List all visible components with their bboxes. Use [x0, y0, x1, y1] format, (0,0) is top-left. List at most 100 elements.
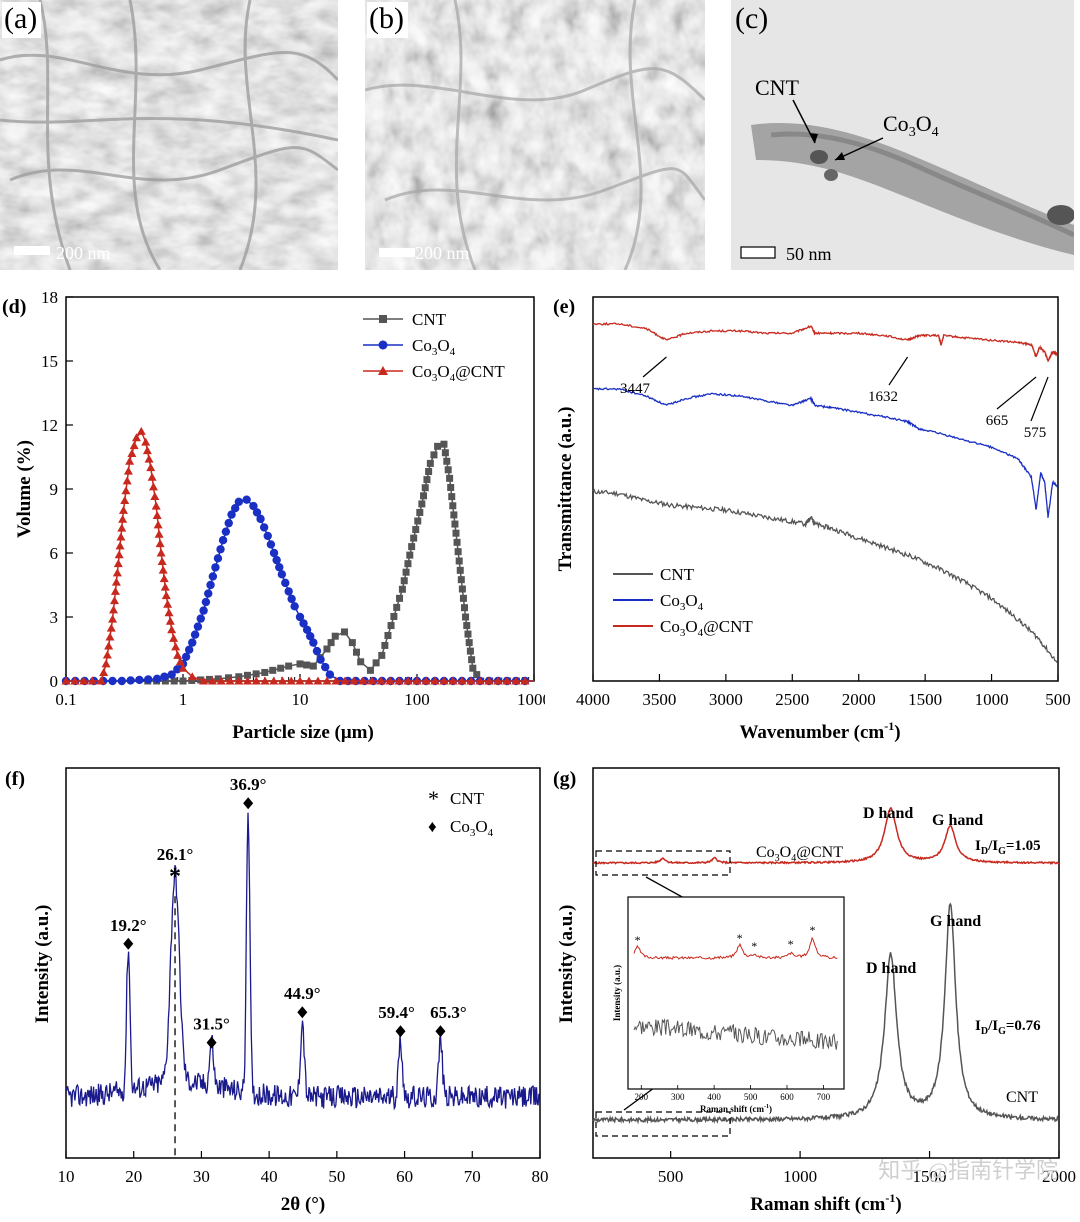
- marker-point: [441, 449, 449, 457]
- marker-point: [285, 662, 293, 670]
- dashed-box-top: [595, 850, 731, 876]
- marker-point: [113, 559, 123, 568]
- marker-point: [448, 676, 458, 685]
- diamond-marker: [123, 937, 134, 950]
- panel-b-sem: 200 nm (b): [365, 0, 705, 270]
- marker-point: [340, 676, 350, 685]
- dashed-box-bottom: [595, 1111, 731, 1137]
- x-axis-label: Wavenumber (cm-1): [739, 719, 900, 743]
- marker-point: [406, 551, 414, 559]
- series-line-2: [592, 321, 1059, 363]
- marker-point: [163, 599, 173, 608]
- marker-point: [121, 486, 131, 495]
- inset-asterisk: *: [751, 939, 757, 953]
- plot-frame: [65, 767, 541, 1159]
- y-tick-label: 12: [41, 416, 58, 435]
- marker-point: [111, 577, 121, 586]
- marker-point: [141, 437, 151, 446]
- marker-point: [225, 676, 235, 685]
- marker-point: [464, 630, 472, 638]
- inset-asterisk: *: [810, 923, 816, 937]
- d-band-label-bottom: D hand: [866, 960, 916, 977]
- marker-point: [205, 675, 213, 683]
- peak-annotation: 665: [986, 413, 1009, 429]
- x-tick-label: 60: [396, 1167, 413, 1186]
- marker-point: [161, 677, 169, 685]
- legend-composite: Co3O4@CNT: [412, 362, 505, 384]
- marker-point: [306, 632, 315, 641]
- marker-point: [454, 548, 462, 556]
- marker-point: [150, 491, 160, 500]
- marker-point: [225, 674, 233, 682]
- marker-point: [277, 570, 287, 579]
- x-tick-label: 0.1: [55, 690, 76, 709]
- ratio-cnt: ID/IG=0.76: [975, 1018, 1041, 1037]
- marker-point: [430, 676, 440, 685]
- panel-label-f: (f): [5, 768, 25, 790]
- peak-label: 65.3°: [430, 1003, 467, 1022]
- series-line-0: [592, 488, 1058, 663]
- watermark: 知乎 @指南针学院: [878, 1158, 1058, 1183]
- marker-point: [207, 676, 217, 685]
- inset-asterisk: *: [737, 931, 743, 945]
- marker-point: [398, 585, 406, 593]
- peak-label: 36.9°: [230, 775, 267, 794]
- scale-bar: [379, 248, 415, 257]
- x-tick-label: 50: [328, 1167, 345, 1186]
- marker-point: [434, 442, 442, 450]
- x-tick-label: 500: [1045, 690, 1071, 709]
- peak-label: 31.5°: [193, 1015, 230, 1034]
- sem-image-b: 200 nm: [365, 0, 705, 270]
- series-line-1: [592, 387, 1059, 518]
- inset-composite: [633, 936, 838, 960]
- marker-point: [418, 500, 426, 508]
- marker-point: [112, 568, 122, 577]
- marker-point: [118, 505, 128, 514]
- marker-point: [154, 529, 164, 538]
- chart-g-raman: (g) 500 1000 1500 2000 Co3O4@CNT CNT D hand…: [553, 767, 1076, 1215]
- scale-bar: [14, 246, 50, 255]
- x-tick-label: 10: [292, 690, 309, 709]
- marker-point: [349, 676, 359, 685]
- marker-point: [199, 606, 208, 615]
- inset-plot: 200 300 400 500 600 700 * * * * * Intensity (a.u.)…: [612, 896, 845, 1114]
- marker-point: [473, 671, 481, 679]
- marker-point: [466, 676, 476, 685]
- marker-point: [421, 676, 431, 685]
- marker-point: [193, 622, 203, 631]
- marker-point: [227, 510, 236, 519]
- marker-point: [484, 676, 494, 685]
- marker-point: [412, 676, 422, 685]
- marker-point: [144, 454, 154, 463]
- marker-point: [157, 557, 167, 566]
- marker-point: [457, 576, 465, 584]
- marker-point: [188, 676, 196, 684]
- peak-label: 19.2°: [110, 916, 147, 935]
- marker-point: [252, 670, 260, 678]
- y-tick-label: 3: [50, 608, 59, 627]
- marker-point: [393, 603, 401, 611]
- marker-point: [390, 612, 398, 620]
- marker-point: [214, 675, 222, 683]
- marker-point: [323, 645, 331, 653]
- marker-point: [462, 613, 470, 621]
- marker-point: [455, 557, 463, 565]
- marker-point: [452, 529, 460, 537]
- diamond-marker: [243, 797, 254, 810]
- marker-point: [403, 676, 413, 685]
- marker-point: [446, 474, 454, 482]
- legend: CNT Co3O4 Co3O4@CNT: [613, 565, 753, 639]
- panel-a-sem: 200 nm (a): [0, 0, 338, 270]
- marker-point: [447, 483, 455, 491]
- marker-point: [152, 674, 162, 684]
- x-tick-label: 80: [532, 1167, 549, 1186]
- marker-point: [426, 459, 434, 467]
- marker-point: [122, 476, 132, 485]
- x-tick-label: 500: [658, 1167, 684, 1186]
- marker-point: [136, 426, 146, 435]
- chart-f-xrd: (f) 10 20 30 40 50 60 70 80 19.2°*26.1°31.5°36.…: [5, 767, 549, 1215]
- marker-point: [290, 602, 299, 611]
- peak-label: 26.1°: [157, 845, 194, 864]
- marker-point: [251, 676, 261, 685]
